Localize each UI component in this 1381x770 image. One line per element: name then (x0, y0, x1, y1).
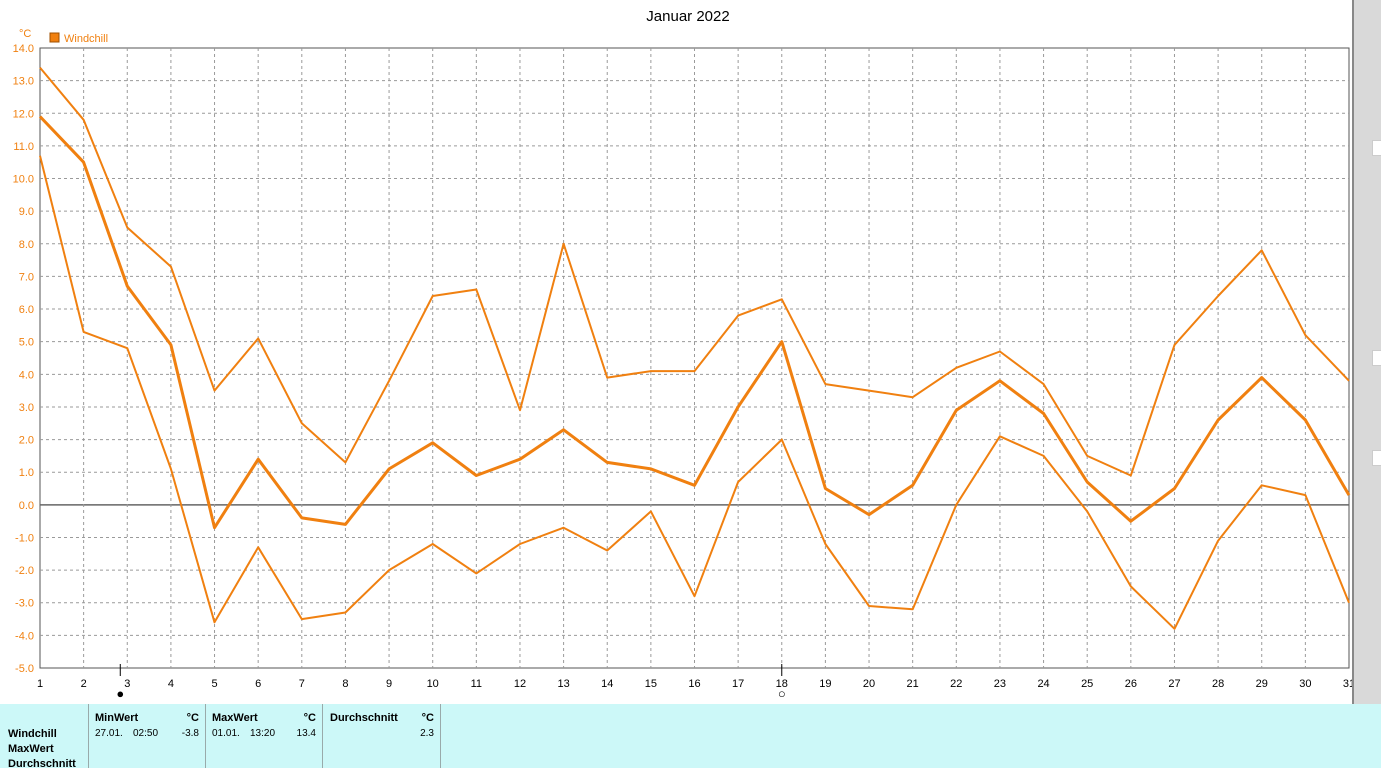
y-tick-label: 10.0 (13, 174, 34, 186)
stat-column-max: MaxWert °C 01.01. 13:20 13.4 (206, 704, 323, 768)
stat-column-average: Durchschnitt °C 2.3 (324, 704, 441, 768)
stat-column-min: MinWert °C 27.01. 02:50 -3.8 (88, 704, 206, 768)
stat-unit: °C (303, 712, 316, 724)
x-tick-label: 29 (1256, 678, 1268, 690)
x-tick-label: 25 (1081, 678, 1093, 690)
series-line (39, 155, 1350, 630)
x-tick-label: 12 (514, 678, 526, 690)
stat-time: 13:20 (250, 728, 276, 739)
y-tick-label: 0.0 (19, 500, 34, 512)
x-tick-label: 11 (471, 678, 482, 690)
legend-swatch (49, 32, 60, 43)
y-tick-label: 4.0 (19, 369, 34, 381)
stat-time: 02:50 (133, 728, 159, 739)
x-tick-label: 28 (1212, 678, 1224, 690)
x-tick-label: 6 (255, 678, 261, 690)
stat-header: MinWert (95, 712, 139, 724)
windchill-chart: Januar 2022 °C Windchill 14.013.012.011.… (13, 8, 1352, 701)
x-tick-label: 16 (688, 678, 700, 690)
x-tick-label: 2 (81, 678, 87, 690)
row-label-maxwert: MaxWert (8, 743, 54, 755)
x-tick-label: 30 (1299, 678, 1311, 690)
stat-date: 01.01. (212, 728, 240, 739)
x-tick-label: 13 (557, 678, 569, 690)
x-tick-label: 24 (1037, 678, 1049, 690)
x-tick-label: 20 (863, 678, 875, 690)
y-tick-label: 1.0 (19, 467, 34, 479)
strip-fragment (1372, 350, 1381, 366)
stat-date: 27.01. (95, 728, 123, 739)
y-tick-label: 7.0 (19, 271, 34, 283)
x-tick-label: 31 (1343, 678, 1352, 690)
y-axis-ticks: 14.0 13.0 12.0 11.0 10.0 9.0 8.0 7.0 6.0 5.0 4.0 3.… (13, 43, 34, 675)
y-tick-label: 11.0 (13, 141, 34, 153)
x-tick-label: 4 (168, 678, 174, 690)
x-tick-label: 14 (601, 678, 613, 690)
x-tick-label: 18 (776, 678, 788, 690)
x-tick-label: 8 (342, 678, 348, 690)
y-tick-label: 9.0 (19, 206, 34, 218)
legend-label: Windchill (64, 33, 108, 45)
stat-value: 2.3 (420, 728, 434, 739)
moon-markers: ● ○ (116, 664, 786, 701)
row-label-durchschnitt: Durchschnitt (8, 758, 76, 770)
y-tick-label: 6.0 (19, 304, 34, 316)
x-tick-label: 9 (386, 678, 392, 690)
stat-value: -3.8 (181, 728, 199, 739)
y-tick-label: 5.0 (19, 337, 34, 349)
y-tick-label: -5.0 (15, 663, 34, 675)
x-tick-label: 15 (645, 678, 657, 690)
stat-unit: °C (421, 712, 434, 724)
y-tick-label: 2.0 (19, 435, 34, 447)
grid (39, 47, 1350, 669)
series-lines (38, 66, 1351, 630)
y-tick-label: 3.0 (19, 402, 34, 414)
series-line (38, 115, 1351, 530)
x-tick-label: 19 (819, 678, 831, 690)
y-tick-label: -3.0 (15, 598, 34, 610)
x-tick-label: 1 (37, 678, 43, 690)
x-tick-label: 27 (1168, 678, 1180, 690)
x-tick-label: 21 (907, 678, 919, 690)
y-tick-label: 13.0 (13, 76, 34, 88)
y-tick-label: 12.0 (13, 108, 34, 120)
x-tick-label: 26 (1125, 678, 1137, 690)
strip-fragment (1372, 450, 1381, 466)
x-tick-label: 5 (211, 678, 217, 690)
x-tick-label: 7 (299, 678, 305, 690)
x-tick-label: 10 (427, 678, 439, 690)
y-tick-label: -2.0 (15, 565, 34, 577)
stat-unit: °C (186, 712, 199, 724)
x-axis-ticks: 1 2 3 4 5 6 7 8 9 10 11 12 13 14 15 16 17 18 19 20 21 22 23 24 2… (37, 678, 1352, 690)
strip-fragment (1372, 140, 1381, 156)
stat-header: Durchschnitt (330, 712, 398, 724)
row-label-windchill: Windchill (8, 728, 57, 740)
x-tick-label: 23 (994, 678, 1006, 690)
stat-value: 13.4 (296, 728, 316, 739)
moon-phase-marker: ● (116, 686, 124, 701)
moon-phase-marker: ○ (778, 686, 786, 701)
x-tick-label: 3 (124, 678, 130, 690)
stat-header: MaxWert (212, 712, 258, 724)
series-line (39, 66, 1350, 477)
x-tick-label: 22 (950, 678, 962, 690)
statistics-panel: Windchill MaxWert Durchschnitt MinWert °… (0, 704, 1381, 770)
y-tick-label: 14.0 (13, 43, 34, 55)
x-tick-label: 17 (732, 678, 744, 690)
y-unit-label: °C (19, 28, 31, 40)
y-tick-label: -1.0 (15, 532, 34, 544)
y-tick-label: -4.0 (15, 630, 34, 642)
y-tick-label: 8.0 (19, 239, 34, 251)
chart-title: Januar 2022 (646, 8, 729, 25)
